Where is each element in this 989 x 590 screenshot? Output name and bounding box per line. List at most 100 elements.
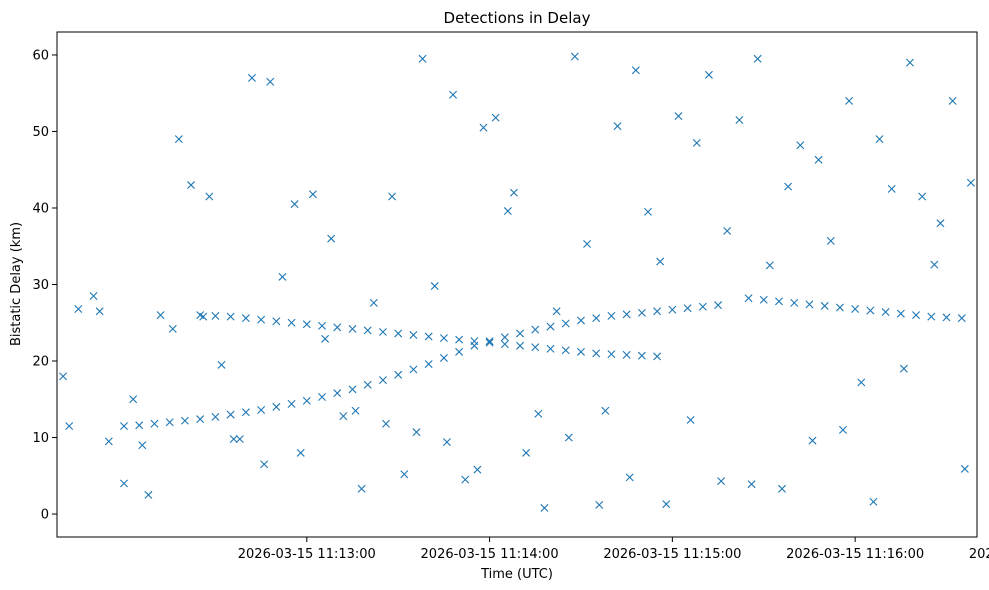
data-point-track-falling bbox=[257, 315, 266, 324]
data-point-clutter bbox=[704, 70, 713, 79]
y-tick-label: 50 bbox=[32, 125, 49, 140]
data-point-track-rising bbox=[531, 325, 540, 334]
y-tick-label: 30 bbox=[32, 278, 49, 293]
data-point-track-right bbox=[942, 313, 951, 322]
data-point-clutter bbox=[534, 409, 543, 418]
data-point-clutter bbox=[156, 311, 165, 320]
data-point-clutter bbox=[388, 192, 397, 201]
data-point-clutter bbox=[400, 470, 409, 479]
data-point-track-falling bbox=[394, 329, 403, 338]
data-point-clutter bbox=[686, 415, 695, 424]
y-tick-label: 40 bbox=[32, 201, 49, 216]
data-point-clutter bbox=[644, 207, 652, 216]
data-point-clutter bbox=[778, 484, 787, 493]
data-point-track-rising bbox=[622, 310, 631, 319]
x-tick-label: 2026-03-15 11:13:00 bbox=[238, 547, 376, 562]
data-point-clutter bbox=[838, 425, 847, 434]
data-point-clutter bbox=[351, 406, 360, 415]
data-point-track-rising bbox=[394, 370, 403, 379]
data-point-clutter bbox=[784, 182, 793, 191]
data-point-clutter bbox=[473, 465, 482, 474]
data-point-clutter bbox=[138, 441, 147, 450]
data-point-clutter bbox=[296, 448, 305, 457]
x-axis-label: Time (UTC) bbox=[480, 567, 553, 582]
x-tick-label: 2026-03-15 11:15:00 bbox=[603, 547, 741, 562]
data-point-track-rising bbox=[455, 347, 464, 356]
data-point-clutter bbox=[692, 138, 701, 147]
data-point-track-rising bbox=[698, 302, 707, 311]
data-point-clutter bbox=[735, 116, 744, 124]
data-point-track-rising bbox=[257, 405, 266, 414]
data-point-track-falling bbox=[592, 349, 601, 358]
data-point-clutter bbox=[235, 435, 244, 444]
y-tick-label: 0 bbox=[41, 508, 49, 523]
data-point-clutter bbox=[217, 360, 226, 369]
x-tick-label: 2026-03-15 11:16:00 bbox=[786, 547, 924, 562]
data-point-track-rising bbox=[683, 304, 692, 313]
data-point-track-rising bbox=[653, 307, 662, 316]
data-point-track-falling bbox=[561, 346, 570, 355]
data-point-track-falling bbox=[500, 340, 509, 349]
data-point-track-falling bbox=[485, 338, 494, 347]
data-point-clutter bbox=[723, 226, 732, 235]
data-point-clutter bbox=[552, 307, 561, 316]
data-point-clutter bbox=[104, 437, 113, 446]
data-point-clutter bbox=[321, 334, 330, 343]
data-point-track-falling bbox=[622, 350, 631, 359]
data-point-track-right bbox=[896, 309, 905, 318]
data-point-track-rising bbox=[120, 422, 129, 431]
data-point-track-falling bbox=[637, 351, 646, 360]
data-point-clutter bbox=[503, 207, 512, 216]
data-point-track-right bbox=[912, 311, 921, 320]
data-point-clutter bbox=[199, 312, 208, 321]
data-point-clutter bbox=[826, 236, 835, 245]
data-point-clutter bbox=[412, 428, 421, 437]
data-point-clutter bbox=[479, 123, 488, 132]
data-point-track-rising bbox=[272, 402, 281, 411]
data-point-clutter bbox=[247, 73, 256, 82]
data-point-track-rising bbox=[318, 392, 327, 401]
y-tick-label: 60 bbox=[32, 48, 49, 63]
data-point-track-right bbox=[866, 306, 875, 315]
data-point-clutter bbox=[930, 260, 939, 269]
data-point-clutter bbox=[522, 448, 531, 457]
data-point-track-right bbox=[957, 314, 966, 323]
data-point-clutter bbox=[540, 503, 549, 512]
data-point-track-rising bbox=[302, 396, 311, 405]
data-point-clutter bbox=[95, 307, 104, 316]
data-point-track-falling bbox=[546, 344, 555, 353]
data-point-track-falling bbox=[455, 335, 464, 344]
data-point-track-right bbox=[820, 301, 829, 310]
data-point-track-rising bbox=[165, 418, 174, 427]
data-point-track-rising bbox=[196, 415, 205, 424]
data-point-track-right bbox=[881, 308, 890, 317]
data-point-track-falling bbox=[226, 312, 235, 321]
data-point-clutter bbox=[656, 257, 665, 266]
data-point-track-rising bbox=[714, 301, 723, 310]
axis-ticks: 0 10 20 30 40 50 60 2026-03-15 11:13:00 2026-03-… bbox=[32, 48, 989, 562]
data-point-track-right bbox=[851, 304, 860, 313]
data-point-track-falling bbox=[607, 350, 616, 359]
data-point-clutter bbox=[278, 272, 287, 281]
data-point-track-falling bbox=[439, 334, 448, 343]
data-point-clutter bbox=[308, 190, 317, 199]
data-point-clutter bbox=[918, 192, 927, 201]
data-point-clutter bbox=[89, 291, 98, 300]
data-point-clutter bbox=[808, 436, 817, 445]
data-point-track-falling bbox=[333, 323, 342, 332]
data-point-track-falling bbox=[531, 343, 540, 352]
data-point-track-falling bbox=[576, 347, 585, 356]
data-point-clutter bbox=[418, 54, 427, 63]
data-point-clutter bbox=[948, 96, 957, 105]
plot-area-frame bbox=[56, 31, 978, 538]
data-point-track-rising bbox=[668, 305, 677, 314]
data-point-track-rising bbox=[409, 365, 418, 374]
data-point-clutter bbox=[120, 479, 129, 488]
data-point-clutter bbox=[369, 298, 378, 307]
data-point-track-falling bbox=[241, 314, 250, 323]
data-point-track-right bbox=[759, 295, 768, 304]
data-point-track-right bbox=[835, 303, 844, 312]
data-point-clutter bbox=[449, 90, 458, 99]
data-point-track-falling bbox=[211, 311, 220, 320]
data-point-track-rising bbox=[576, 316, 585, 325]
